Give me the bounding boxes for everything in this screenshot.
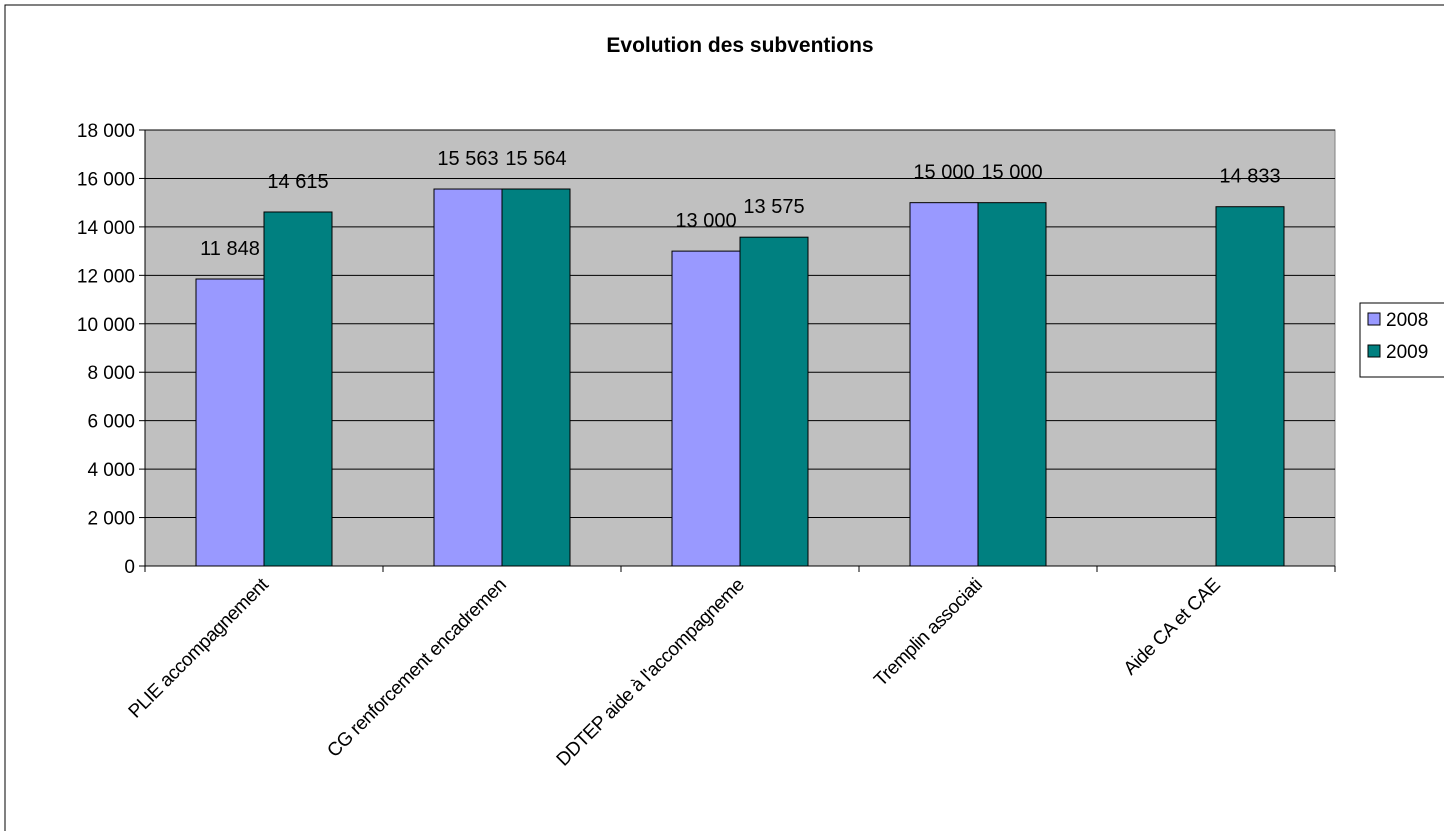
bar-2009 [501,188,571,567]
y-tick-label: 8 000 [87,363,135,384]
bar-2009 [263,211,333,567]
y-tick-label: 10 000 [77,315,135,336]
y-tick-label: 4 000 [87,460,135,481]
legend: 2008 2009 [1359,302,1444,378]
y-tick-label: 0 [124,557,135,578]
y-tick-label: 18 000 [77,121,135,142]
legend-label-2009: 2009 [1386,342,1428,363]
legend-label-2008: 2008 [1386,310,1428,331]
data-label: 14 615 [267,171,328,193]
data-label: 14 833 [1219,166,1280,188]
bar-2009 [977,202,1047,567]
y-tick-label: 6 000 [87,412,135,433]
data-label: 11 848 [200,238,260,260]
y-tick-label: 2 000 [87,509,135,530]
bar-2008 [909,202,979,567]
legend-swatch-2008 [1367,312,1381,326]
bars [195,188,1285,567]
bar-2008 [671,250,741,567]
data-label: 13 000 [675,210,736,232]
data-label: 15 000 [913,162,974,184]
y-tick-label: 12 000 [77,266,135,287]
data-label: 15 000 [981,162,1042,184]
bar-2008 [195,278,265,567]
bar-2009 [739,236,809,567]
bar-2008 [433,188,503,567]
bar-2009 [1215,206,1285,567]
data-label: 15 564 [505,148,566,170]
data-label: 15 563 [437,148,498,170]
data-labels: 11 848 14 615 15 563 15 564 13 000 13 575 15 0… [200,148,1280,260]
y-tick-label: 14 000 [77,218,135,239]
legend-swatch-2009 [1367,344,1381,358]
data-label: 13 575 [743,196,804,218]
chart-title: Evolution des subventions [606,34,873,57]
y-tick-label: 16 000 [77,169,135,190]
